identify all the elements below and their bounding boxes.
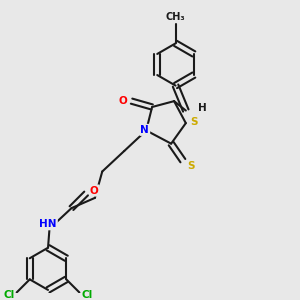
- Text: HN: HN: [39, 219, 57, 229]
- Text: N: N: [140, 125, 149, 135]
- Text: S: S: [187, 161, 195, 171]
- Text: S: S: [190, 117, 198, 127]
- Text: H: H: [198, 103, 206, 112]
- Text: Cl: Cl: [82, 290, 93, 300]
- Text: O: O: [90, 185, 99, 196]
- Text: CH₃: CH₃: [166, 12, 185, 22]
- Text: O: O: [119, 96, 128, 106]
- Text: Cl: Cl: [3, 290, 14, 300]
